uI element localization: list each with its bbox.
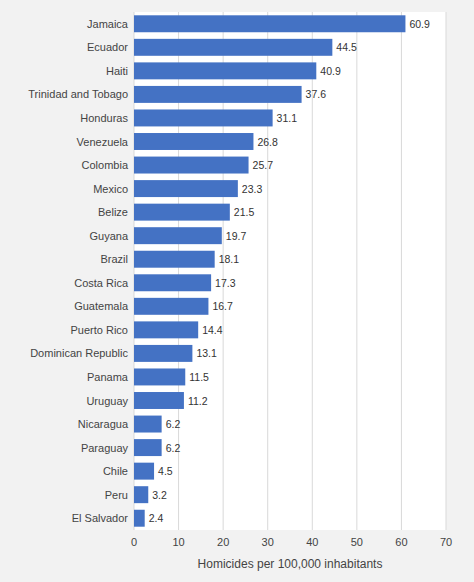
bar — [134, 345, 192, 362]
bar — [134, 109, 273, 126]
bar — [134, 510, 145, 527]
data-label: 6.2 — [166, 442, 181, 454]
x-tick-label: 30 — [262, 536, 274, 548]
bar — [134, 274, 211, 291]
y-tick-label: Guatemala — [74, 300, 129, 312]
background — [0, 0, 474, 582]
bar — [134, 368, 185, 385]
bar — [134, 463, 154, 480]
data-label: 11.5 — [189, 371, 209, 383]
y-tick-label: Uruguay — [86, 395, 128, 407]
data-label: 44.5 — [336, 41, 357, 53]
y-tick-label: Paraguay — [81, 442, 129, 454]
y-tick-label: Honduras — [80, 112, 128, 124]
data-label: 40.9 — [320, 65, 341, 77]
x-tick-label: 70 — [440, 536, 452, 548]
x-tick-label: 40 — [306, 536, 318, 548]
bar — [134, 204, 230, 221]
y-tick-label: Brazil — [100, 253, 128, 265]
chart-container: 0 10 20 30 40 50 60 70 2.4 3.2 4.5 6.2 6.2 11.2 11.5 13… — [0, 0, 474, 582]
plot-area: 0 10 20 30 40 50 60 70 2.4 3.2 4.5 6.2 6.2 11.2 11.5 13… — [28, 12, 452, 548]
data-label: 26.8 — [257, 136, 278, 148]
y-tick-label: Venezuela — [77, 136, 129, 148]
plot-background — [134, 12, 446, 530]
data-labels: 2.4 3.2 4.5 6.2 6.2 11.2 11.5 13.1 14.4 16.7 17.3 1… — [149, 18, 430, 524]
data-label: 60.9 — [409, 18, 430, 30]
bar — [134, 227, 222, 244]
y-tick-label: Colombia — [82, 159, 129, 171]
y-tick-label: Jamaica — [87, 18, 129, 30]
y-tick-label: El Salvador — [72, 512, 129, 524]
y-tick-label: Dominican Republic — [30, 347, 128, 359]
y-tick-label: Peru — [105, 489, 128, 501]
data-label: 16.7 — [212, 300, 233, 312]
bar — [134, 439, 162, 456]
y-tick-label: Nicaragua — [78, 418, 129, 430]
bar — [134, 392, 184, 409]
x-tick-label: 50 — [351, 536, 363, 548]
x-axis-label: Homicides per 100,000 inhabitants — [198, 557, 383, 571]
bar — [134, 251, 215, 268]
data-label: 14.4 — [202, 324, 223, 336]
data-label: 21.5 — [234, 206, 255, 218]
data-label: 2.4 — [149, 512, 164, 524]
data-label: 23.3 — [242, 183, 263, 195]
grid — [134, 12, 446, 530]
bar — [134, 486, 148, 503]
data-label: 3.2 — [152, 489, 167, 501]
grid-line — [356, 12, 357, 530]
bar — [134, 298, 208, 315]
y-axis: El Salvador Peru Chile Paraguay Nicaragua Uru… — [28, 18, 129, 524]
y-tick-label: Ecuador — [87, 41, 128, 53]
chart-svg: 0 10 20 30 40 50 60 70 2.4 3.2 4.5 6.2 6.2 11.2 11.5 13… — [0, 0, 474, 582]
y-tick-label: Haiti — [106, 65, 128, 77]
y-tick-label: Panama — [87, 371, 129, 383]
y-tick-label: Mexico — [93, 183, 128, 195]
data-label: 19.7 — [226, 230, 247, 242]
y-tick-label: Belize — [98, 206, 128, 218]
data-label: 18.1 — [219, 253, 240, 265]
data-label: 4.5 — [158, 465, 173, 477]
data-label: 37.6 — [306, 88, 327, 100]
y-tick-label: Guyana — [89, 230, 128, 242]
data-label: 17.3 — [215, 277, 236, 289]
bar — [134, 86, 302, 103]
data-label: 31.1 — [277, 112, 298, 124]
x-tick-label: 0 — [131, 536, 137, 548]
grid-line — [446, 12, 447, 530]
bar — [134, 321, 198, 338]
bars — [134, 15, 405, 526]
grid-line — [401, 12, 402, 530]
y-tick-label: Costa Rica — [74, 277, 129, 289]
y-tick-label: Puerto Rico — [71, 324, 128, 336]
x-axis: 0 10 20 30 40 50 60 70 — [131, 536, 452, 548]
bar — [134, 62, 316, 79]
bar — [134, 180, 238, 197]
x-tick-label: 20 — [217, 536, 229, 548]
bar — [134, 133, 253, 150]
data-label: 6.2 — [166, 418, 181, 430]
data-label: 11.2 — [188, 395, 208, 407]
bar — [134, 157, 249, 174]
bar — [134, 15, 405, 32]
data-label: 13.1 — [196, 347, 217, 359]
x-tick-label: 60 — [395, 536, 407, 548]
x-tick-label: 10 — [172, 536, 184, 548]
bar — [134, 416, 162, 433]
bar — [134, 39, 332, 56]
data-label: 25.7 — [253, 159, 274, 171]
y-tick-label: Chile — [103, 465, 128, 477]
y-tick-label: Trinidad and Tobago — [28, 88, 128, 100]
